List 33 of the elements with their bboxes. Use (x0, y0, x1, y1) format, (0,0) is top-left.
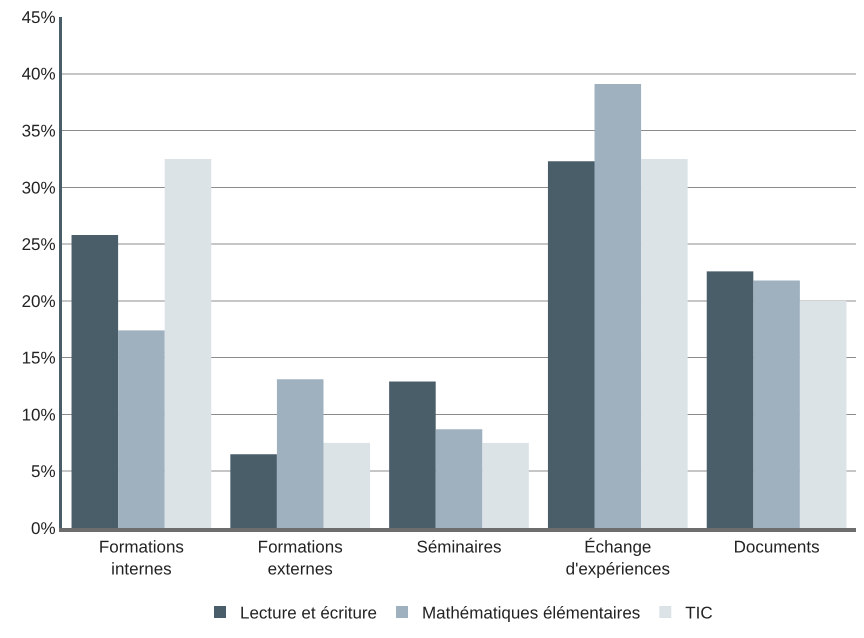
bar (706, 271, 754, 528)
bar (436, 429, 482, 528)
y-tick-label: 45% (22, 8, 56, 27)
x-tick-label: Documents (734, 537, 820, 556)
y-tick-label: 25% (22, 235, 56, 254)
x-tick-label: Formations internes (98, 537, 184, 578)
bar (118, 330, 165, 528)
bar (800, 300, 846, 528)
y-tick-label: 40% (22, 64, 56, 84)
x-tick-label: Séminaires (416, 537, 502, 556)
x-tick-label: Échange d'expériences (566, 537, 670, 578)
bar (230, 454, 277, 528)
y-tick-label: 10% (22, 405, 56, 424)
bar (753, 280, 800, 528)
bar (548, 161, 595, 528)
bar (276, 379, 324, 528)
y-tick-label: 0% (31, 518, 56, 538)
y-tick-label: 35% (22, 122, 56, 141)
bar (164, 158, 212, 528)
y-tick-label: 15% (22, 348, 56, 368)
bar (323, 442, 370, 528)
y-tick-label: 20% (22, 292, 56, 311)
bar (594, 84, 642, 528)
y-tick-label: 30% (22, 178, 56, 198)
legend-label: Lecture et écriture (240, 604, 378, 623)
bar (482, 442, 529, 528)
y-tick-label: 5% (31, 462, 56, 482)
x-tick-label: Formations externes (258, 537, 343, 578)
bar (389, 382, 436, 528)
legend-label: TIC (685, 604, 713, 623)
bar (72, 235, 118, 528)
legend-label: Mathématiques élémentaires (422, 604, 640, 623)
bar (641, 158, 688, 528)
